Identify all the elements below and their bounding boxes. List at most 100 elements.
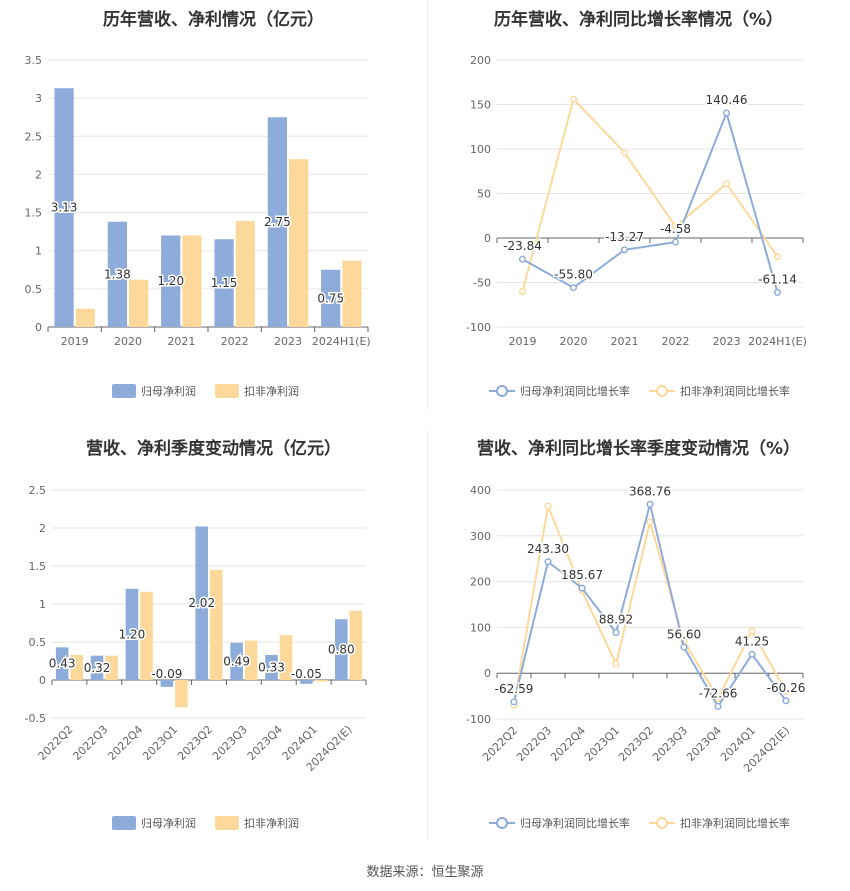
panel-annual-values: 历年营收、净利情况（亿元） 0 0.5 1 1.5 2 2.5 3 3.5 2019 2020 20… xyxy=(0,0,427,420)
x-tick-label: 2024H1(E) xyxy=(748,335,807,348)
data-label: -61.14 xyxy=(758,272,797,286)
point-net-growth xyxy=(510,698,518,706)
chart-title: 营收、净利同比增长率季度变动情况（%） xyxy=(476,439,801,459)
y-tick-label: 2 xyxy=(39,522,46,535)
y-tick-label: 300 xyxy=(470,530,491,543)
y-tick-label: 0 xyxy=(484,667,491,680)
y-tick-label: 200 xyxy=(470,576,491,589)
legend-label: 归母净利润 xyxy=(141,816,196,830)
point-net-growth xyxy=(773,288,782,296)
x-tick-label: 2022Q3 xyxy=(70,723,110,763)
data-label: 0.32 xyxy=(84,661,111,675)
legend-swatch xyxy=(112,384,136,398)
bar-net-profit xyxy=(214,239,234,327)
legend-marker xyxy=(496,817,508,829)
y-tick-label: 0 xyxy=(39,674,46,687)
data-label: 1.20 xyxy=(157,274,184,288)
legend-marker xyxy=(656,817,668,829)
bar-deducted-profit xyxy=(140,591,153,680)
point-net-growth xyxy=(518,255,527,263)
data-label: 2.02 xyxy=(188,596,215,610)
series-line-net-growth xyxy=(513,504,787,709)
data-label: 140.46 xyxy=(706,93,748,107)
y-tick-label: 0 xyxy=(35,321,42,334)
y-tick-label: 100 xyxy=(470,143,491,156)
bar-deducted-profit xyxy=(289,159,309,327)
x-tick-label: 2022Q2 xyxy=(36,723,76,763)
x-tick-label: 2023Q3 xyxy=(650,724,690,764)
bar-deducted-profit xyxy=(175,680,188,708)
y-tick-label: 1 xyxy=(39,598,46,611)
x-tick-label: 2022Q4 xyxy=(548,724,588,764)
point-net-growth xyxy=(544,558,552,566)
data-label: 88.92 xyxy=(599,612,633,626)
legend-label: 归母净利润同比增长率 xyxy=(520,816,630,830)
chart-title: 历年营收、净利情况（亿元） xyxy=(103,10,324,30)
legend-marker xyxy=(656,385,668,397)
point-deducted-growth xyxy=(612,660,620,668)
data-label: -13.27 xyxy=(605,230,644,244)
bar-deducted-profit xyxy=(314,680,328,682)
x-tick-label: 2022 xyxy=(662,335,690,348)
legend-swatch xyxy=(112,816,136,830)
bar-net-profit xyxy=(107,221,127,327)
point-net-growth xyxy=(612,628,620,637)
bar-deducted-profit xyxy=(279,635,293,680)
point-net-growth xyxy=(748,650,756,658)
y-tick-label: 2.5 xyxy=(25,130,43,143)
data-label: 185.67 xyxy=(561,568,603,582)
y-tick-label: -100 xyxy=(466,713,491,726)
y-tick-label: 0 xyxy=(484,232,491,245)
x-tick-label: 2022Q3 xyxy=(514,724,554,764)
point-net-growth xyxy=(680,643,688,651)
y-tick-label: 200 xyxy=(470,54,491,67)
quarterly-values-chart: -0.5 0 0.5 1 1.5 2 2.5 2022Q22022Q32022Q42023Q1… xyxy=(25,484,367,830)
bar-deducted-profit xyxy=(70,654,84,680)
y-tick-label: 50 xyxy=(477,188,491,201)
data-label: 0.33 xyxy=(258,660,285,674)
bar-deducted-profit xyxy=(244,640,258,680)
annual-growth-chart: -100 -50 0 50 100 150 200 2019 2020 2021 2022 2023 2… xyxy=(466,54,807,398)
bar-deducted-profit xyxy=(349,610,363,680)
y-tick-label: 400 xyxy=(470,484,491,497)
data-label: 3.13 xyxy=(51,201,78,215)
x-tick-label: 2022 xyxy=(221,335,249,348)
point-net-growth xyxy=(569,284,578,292)
data-label: -60.26 xyxy=(767,681,806,695)
bar-deducted-profit xyxy=(129,279,149,327)
chart-title: 历年营收、净利同比增长率情况（%） xyxy=(493,10,784,30)
y-tick-label: 1.5 xyxy=(25,207,43,220)
bar-net-profit xyxy=(55,647,69,680)
y-tick-label: -50 xyxy=(473,277,491,290)
x-tick-label: 2023 xyxy=(274,335,302,348)
legend-swatch xyxy=(215,384,239,398)
point-deducted-growth xyxy=(748,627,756,635)
x-tick-label: 2020 xyxy=(560,335,588,348)
x-tick-label: 2020 xyxy=(114,335,142,348)
point-net-growth xyxy=(578,584,586,592)
data-label: -62.59 xyxy=(495,682,534,696)
x-tick-label: 2023 xyxy=(713,335,741,348)
point-net-growth xyxy=(620,246,629,254)
data-label: 243.30 xyxy=(527,542,569,556)
y-tick-label: -100 xyxy=(466,321,491,334)
bar-deducted-profit xyxy=(105,655,118,680)
x-tick-label: 2023Q2 xyxy=(616,724,656,764)
panel-quarterly-growth: 营收、净利同比增长率季度变动情况（%） -100 0 100 200 300 400 202… xyxy=(427,428,850,848)
point-deducted-growth xyxy=(714,694,722,702)
y-tick-label: 1 xyxy=(35,245,42,258)
source-label: 数据来源： xyxy=(366,865,432,880)
x-tick-label: 2023Q4 xyxy=(245,723,285,763)
data-source: 数据来源：恒生聚源 xyxy=(0,861,850,880)
vertical-divider-bottom xyxy=(427,430,428,840)
bar-net-profit xyxy=(267,117,287,327)
bar-net-profit xyxy=(265,654,278,680)
bar-deducted-profit xyxy=(210,569,223,680)
x-tick-label: 2022Q4 xyxy=(105,723,145,763)
data-label: -0.05 xyxy=(291,667,322,681)
x-tick-label: 2019 xyxy=(61,335,89,348)
x-tick-label: 2021 xyxy=(167,335,195,348)
x-tick-label: 2022Q2 xyxy=(480,724,520,764)
y-tick-label: 1.5 xyxy=(29,560,47,573)
point-deducted-growth xyxy=(544,502,552,510)
